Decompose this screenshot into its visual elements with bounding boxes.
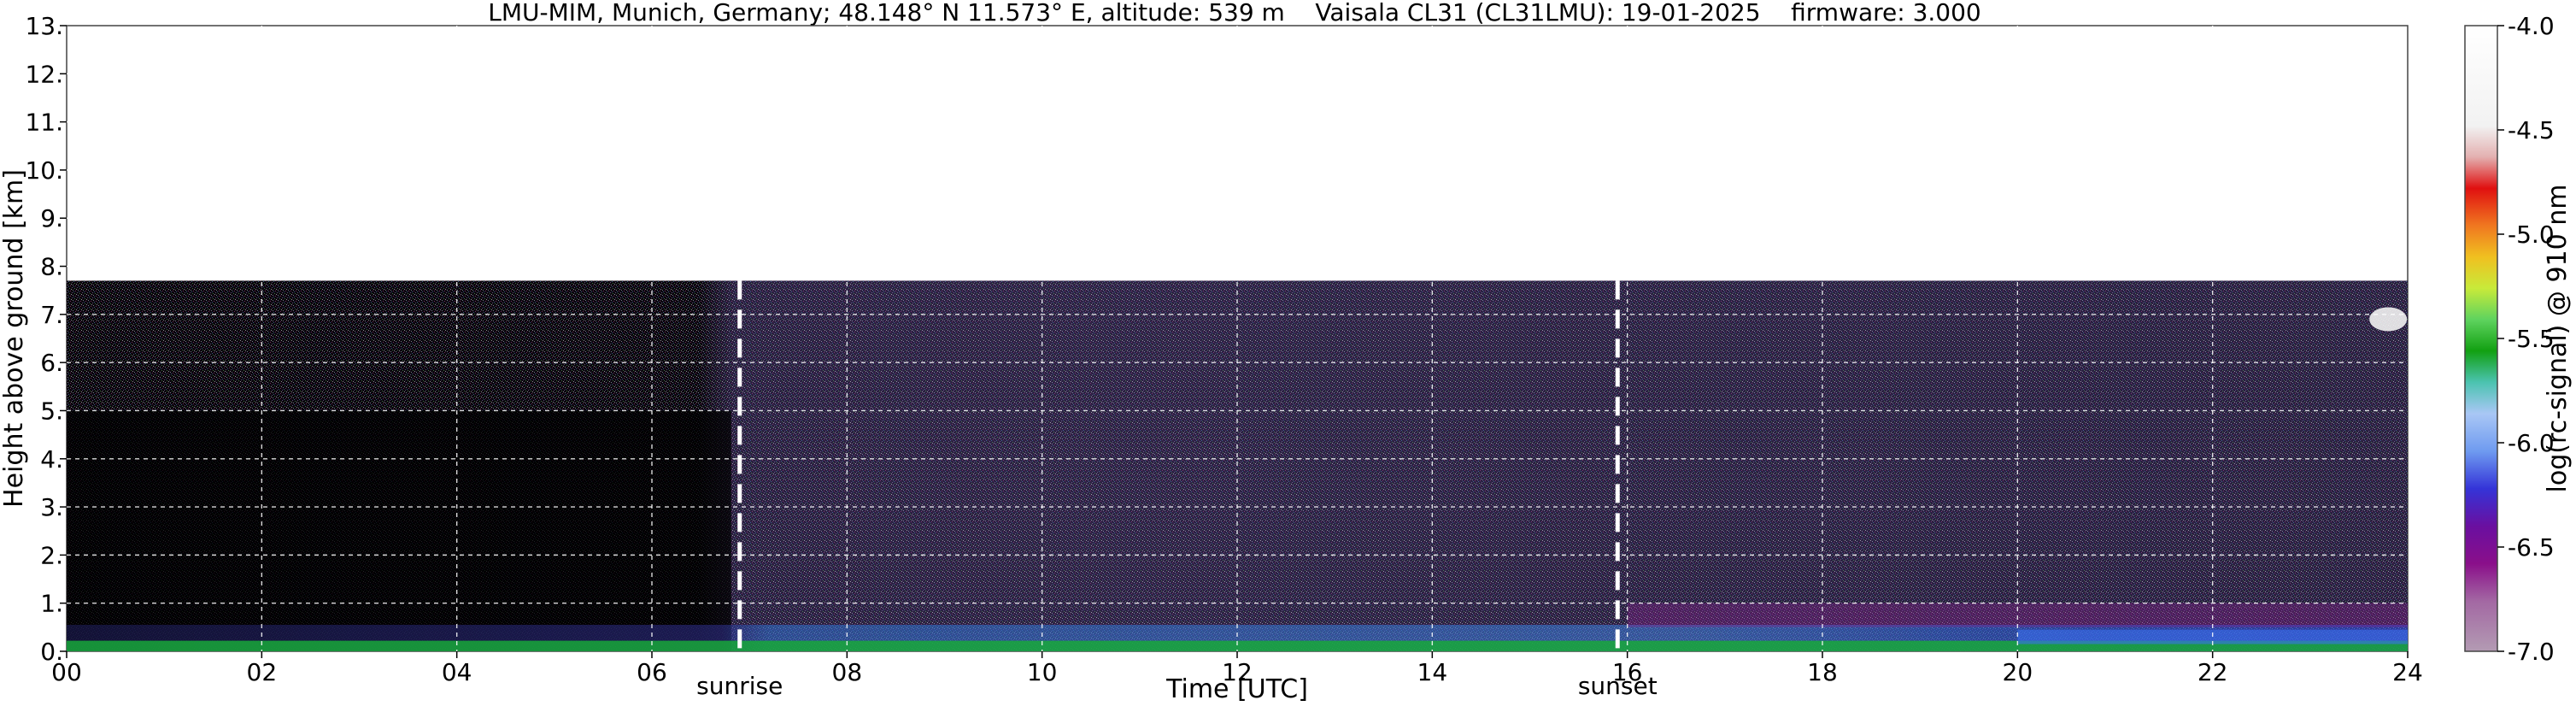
colorbar-tick-label: -4.0 — [2508, 12, 2555, 40]
x-axis-label: Time [UTC] — [1165, 674, 1308, 704]
y-tick-label: 6. — [40, 349, 63, 377]
evening-layer — [2017, 629, 2408, 644]
y-tick-label: 3. — [40, 493, 63, 521]
y-tick-label: 12. — [25, 60, 63, 88]
chart-title: LMU-MIM, Munich, Germany; 48.148° N 11.5… — [488, 0, 1981, 26]
y-tick-label: 9. — [40, 204, 63, 232]
colorbar-tick-label: -4.5 — [2508, 116, 2555, 144]
grid — [67, 26, 2408, 651]
y-tick-label: 10. — [25, 156, 63, 185]
event-label-sunset: sunset — [1578, 672, 1658, 700]
colorbar-tick-label: -7.0 — [2508, 638, 2555, 666]
x-tick-label: 22 — [2198, 658, 2228, 686]
colorbar-tick-label: -6.5 — [2508, 533, 2555, 562]
y-tick-label: 13. — [25, 12, 63, 40]
y-tick-label: 5. — [40, 397, 63, 425]
cloud-patch — [2369, 307, 2408, 332]
x-tick-label: 06 — [637, 658, 667, 686]
x-tick-label: 00 — [51, 658, 82, 686]
x-tick-label: 04 — [442, 658, 472, 686]
colorbar-tick-label: -5.5 — [2508, 325, 2555, 353]
colorbar-label: log(rc-signal) @ 910 nm — [2543, 185, 2573, 493]
residual-layer — [1627, 603, 2408, 627]
y-tick-label: 0. — [40, 638, 63, 666]
y-tick-label: 2. — [40, 541, 63, 569]
colorbar-tick-label: -5.0 — [2508, 221, 2555, 249]
event-label-sunrise: sunrise — [696, 672, 783, 700]
y-axis: 0. 1. 2. 3. 4. 5. 6. 7. 8. 9. 10. 11. 12. 13. — [25, 12, 67, 666]
x-tick-label: 12 — [1222, 658, 1253, 686]
x-tick-label: 20 — [2003, 658, 2033, 686]
sun-events: sunrise sunset — [696, 280, 1658, 700]
x-axis: 00 02 04 06 08 10 12 14 16 18 20 22 24 — [51, 651, 2423, 686]
y-tick-label: 7. — [40, 301, 63, 329]
y-tick-label: 1. — [40, 590, 63, 618]
x-tick-label: 16 — [1612, 658, 1643, 686]
x-tick-label: 24 — [2392, 658, 2423, 686]
x-tick-label: 10 — [1027, 658, 1058, 686]
y-tick-label: 11. — [25, 109, 63, 137]
x-tick-label: 08 — [832, 658, 863, 686]
colorbar-tick-label: -6.0 — [2508, 429, 2555, 457]
y-tick-label: 4. — [40, 445, 63, 474]
night-region — [67, 410, 731, 651]
colorbar — [2464, 25, 2498, 652]
y-axis-label: Height above ground [km] — [0, 169, 29, 508]
x-tick-label: 14 — [1417, 658, 1448, 686]
x-tick-label: 18 — [1807, 658, 1838, 686]
colorbar-ticks: -4.0 -4.5 -5.0 -5.5 -6.0 -6.5 -7.0 — [2497, 12, 2555, 666]
y-tick-label: 8. — [40, 253, 63, 281]
x-tick-label: 02 — [247, 658, 278, 686]
